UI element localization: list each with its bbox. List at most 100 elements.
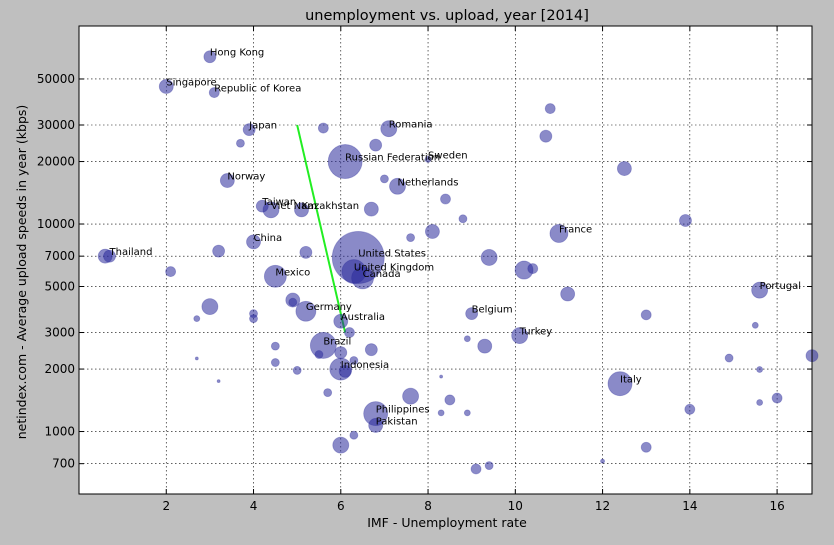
point-label: Indonesia <box>341 360 389 371</box>
data-point <box>424 155 432 163</box>
data-point <box>295 300 317 322</box>
data-point <box>327 144 363 179</box>
data-point <box>344 327 355 338</box>
data-point <box>771 392 783 404</box>
data-point <box>600 458 605 464</box>
data-point <box>477 338 493 354</box>
data-point <box>406 233 415 243</box>
point-label: Republic of Korea <box>214 84 301 95</box>
data-point <box>201 298 219 315</box>
data-point <box>368 418 384 433</box>
y-tick-label: 2000 <box>44 362 75 376</box>
point-label: Italy <box>620 375 642 386</box>
point-label: Netherlands <box>398 177 459 188</box>
point-label: Belgium <box>472 305 513 316</box>
data-point <box>246 234 261 250</box>
data-point <box>299 245 313 259</box>
data-point <box>480 249 498 266</box>
y-tick-label: 3000 <box>44 326 75 340</box>
data-point <box>463 335 471 343</box>
x-tick-label: 4 <box>250 499 258 513</box>
y-tick-label: 30000 <box>37 118 75 132</box>
x-tick-label: 12 <box>595 499 610 513</box>
data-point <box>751 321 759 329</box>
data-point <box>425 224 440 239</box>
point-label: Viet Nam <box>271 201 317 212</box>
x-axis-ticks: 2 4 6 8 10 12 14 16 <box>162 26 785 513</box>
data-point <box>463 409 471 417</box>
data-point <box>679 214 692 227</box>
data-point <box>203 50 217 64</box>
points-layer <box>97 50 819 475</box>
y-tick-label: 700 <box>52 457 75 471</box>
x-tick-label: 8 <box>424 499 432 513</box>
data-point <box>158 79 174 94</box>
x-tick-label: 10 <box>508 499 523 513</box>
data-point <box>349 430 359 440</box>
point-label: United Kingdom <box>354 263 434 274</box>
y-tick-label: 20000 <box>37 155 75 169</box>
point-label: Japan <box>248 121 277 132</box>
point-label: Norway <box>227 172 265 183</box>
data-point <box>338 364 352 378</box>
data-point <box>314 350 324 359</box>
data-point <box>323 388 333 398</box>
y-tick-label: 50000 <box>37 72 75 86</box>
data-point <box>465 307 479 321</box>
data-point <box>333 313 349 329</box>
data-point <box>288 297 298 307</box>
data-point <box>242 123 256 137</box>
data-point <box>263 264 287 288</box>
x-tick-label: 6 <box>337 499 345 513</box>
x-tick-label: 16 <box>769 499 784 513</box>
plot-frame <box>78 25 813 495</box>
data-point <box>165 266 177 277</box>
data-point <box>332 436 350 454</box>
point-label: Singapore <box>166 77 216 88</box>
point-label: United States <box>358 248 426 259</box>
point-label: Germany <box>306 302 352 313</box>
x-tick-label: 14 <box>682 499 697 513</box>
y-tick-label: 10000 <box>37 217 75 231</box>
x-axis-label: IMF - Unemployment rate <box>367 515 527 530</box>
trend-line <box>296 124 347 333</box>
data-point <box>756 399 764 406</box>
point-label: China <box>254 233 283 244</box>
data-point <box>549 224 569 243</box>
point-label: Australia <box>341 312 385 323</box>
data-point <box>103 249 116 263</box>
data-point <box>194 356 199 361</box>
chart-title: unemployment vs. upload, year [2014] <box>305 8 589 24</box>
data-point <box>511 327 529 344</box>
data-point <box>458 214 468 224</box>
trend-line-layer <box>296 124 347 333</box>
data-point <box>380 174 389 184</box>
point-label: Russian Federation <box>345 153 440 164</box>
data-point <box>724 353 734 363</box>
data-point <box>640 441 652 453</box>
y-axis-ticks: 700 1000 2000 3000 5000 7000 10000 20000 30000 50… <box>37 72 812 471</box>
data-point <box>560 286 576 302</box>
data-point <box>640 309 652 321</box>
data-point <box>236 138 245 148</box>
data-point <box>751 281 769 299</box>
point-label: Brazil <box>323 336 351 347</box>
data-point <box>544 103 556 114</box>
data-point <box>334 346 348 360</box>
data-point <box>527 263 539 274</box>
data-point <box>684 403 696 415</box>
data-point <box>270 358 280 367</box>
data-point <box>349 356 359 365</box>
y-tick-label: 7000 <box>44 249 75 263</box>
y-tick-label: 1000 <box>44 425 75 439</box>
data-point <box>470 463 482 475</box>
y-tick-label: 5000 <box>44 279 75 293</box>
y-axis-label: netindex.com - Average upload speeds in … <box>14 105 29 440</box>
point-label: Philippines <box>376 405 430 416</box>
data-point <box>317 122 329 134</box>
point-label: Canada <box>363 269 401 280</box>
point-label: Kazakhstan <box>302 201 360 212</box>
data-point <box>363 201 379 217</box>
